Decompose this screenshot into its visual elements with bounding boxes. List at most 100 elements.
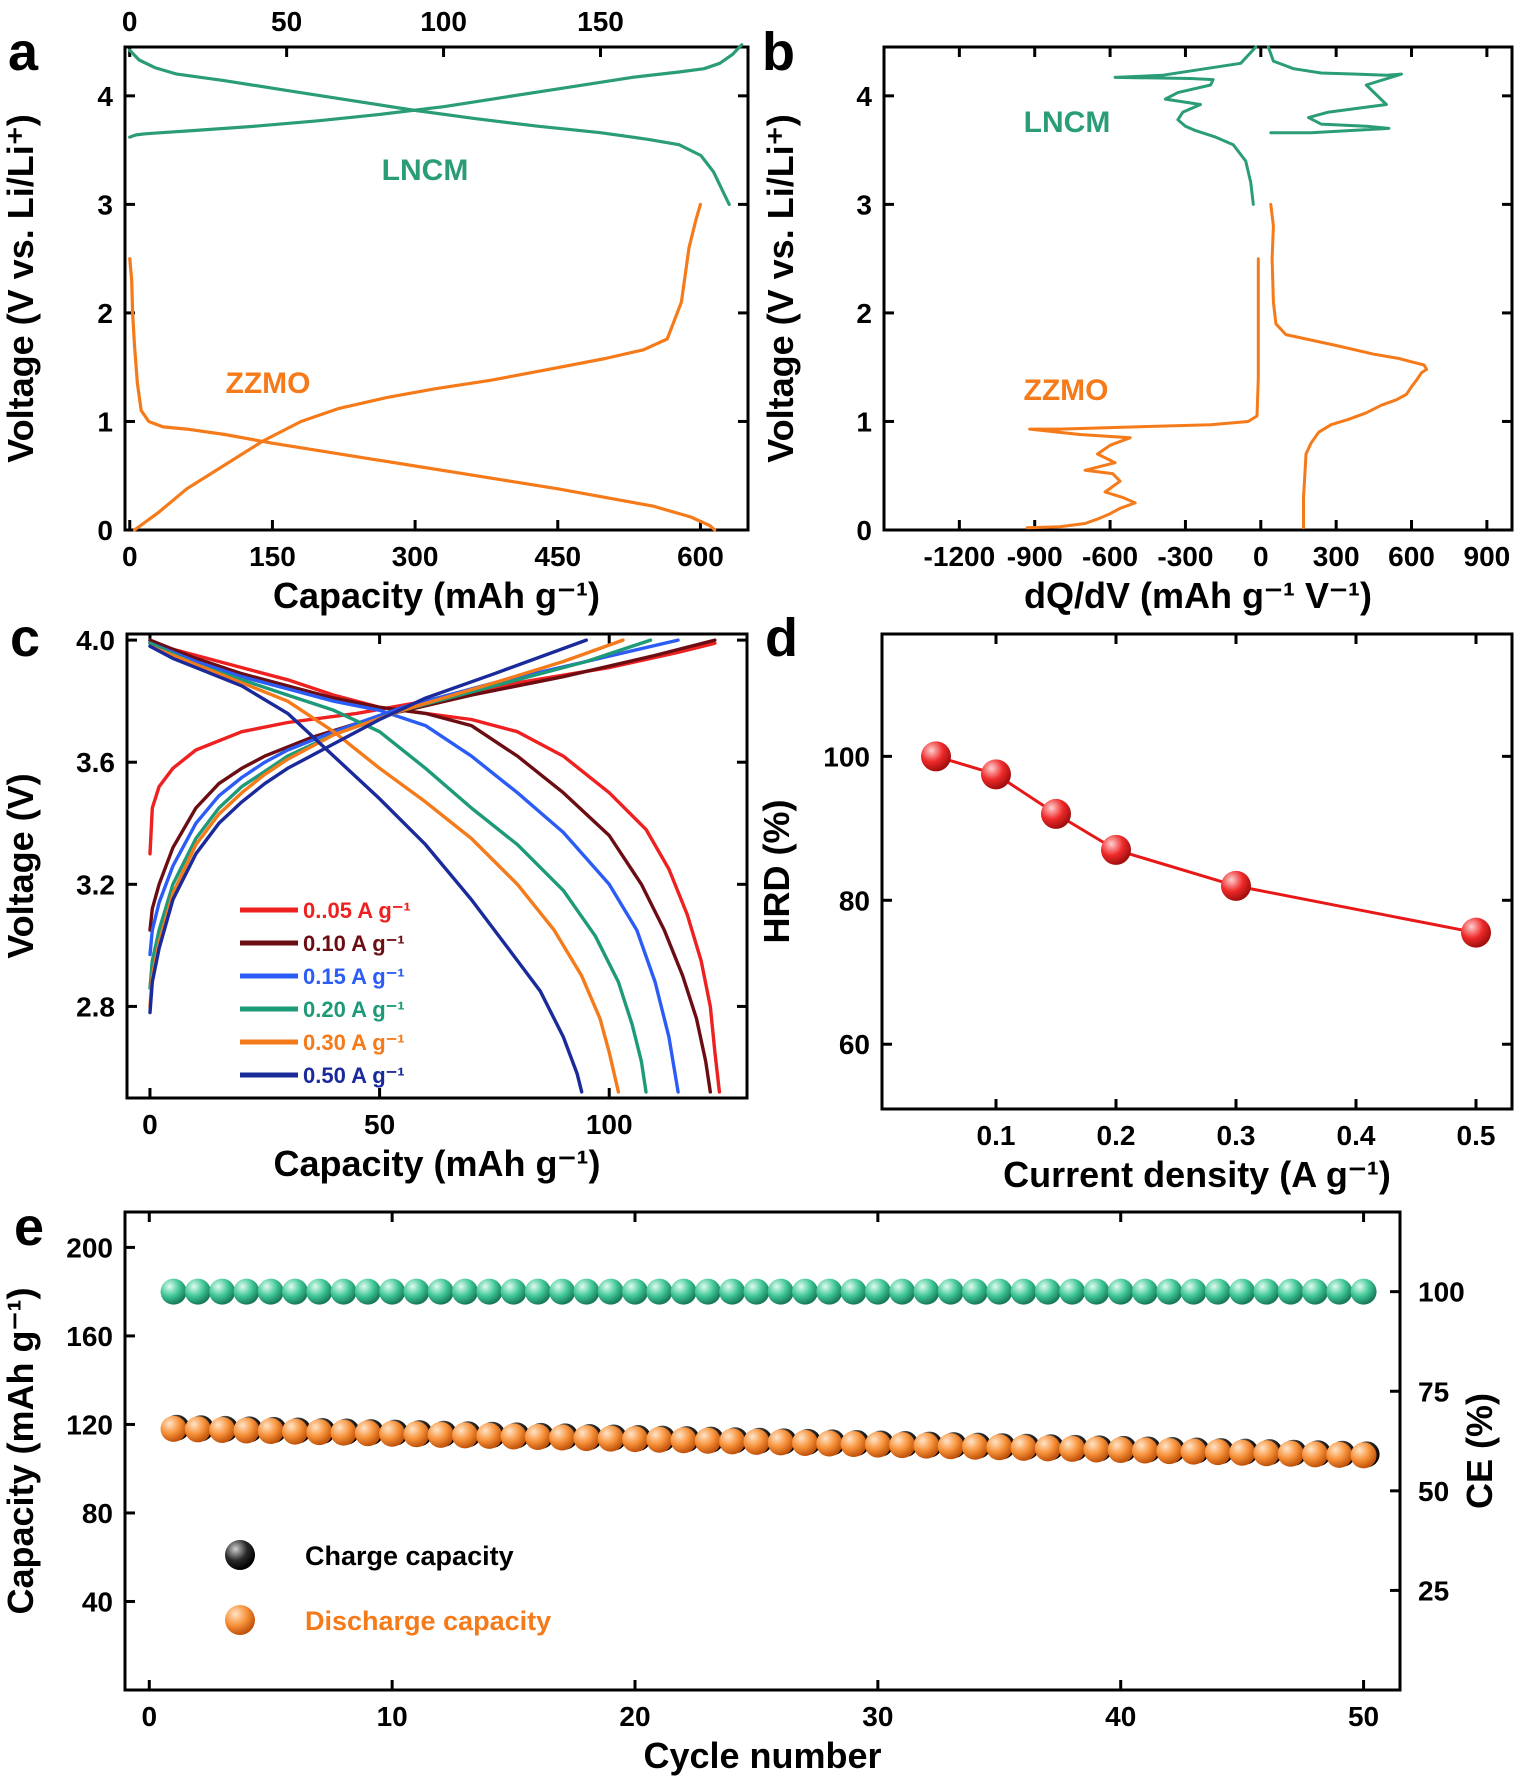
discharge-point <box>1107 1437 1134 1464</box>
discharge-point <box>1156 1438 1183 1465</box>
top-tick-label: 50 <box>271 6 302 37</box>
ce-point <box>257 1278 284 1305</box>
x-tick-label: 0 <box>122 541 138 572</box>
ce-point <box>743 1278 770 1305</box>
right-tick-label: 100 <box>1418 1277 1465 1308</box>
ce-point <box>184 1278 211 1305</box>
y-axis-title: Voltage (V vs. Li/Li⁺) <box>760 114 801 462</box>
ce-point <box>1156 1278 1183 1305</box>
discharge-point <box>1253 1440 1280 1467</box>
x-tick-label: 0.3 <box>1217 1120 1256 1151</box>
panel-a-chart: 0 150 300 450 600 0 1 2 3 4 Capacity (mAh g⁻¹) Volt… <box>0 6 750 616</box>
top-tick-label: 0 <box>122 6 138 37</box>
discharge-point <box>816 1430 843 1457</box>
y-tick-label: 4.0 <box>76 625 115 656</box>
x-tick-label: 10 <box>377 1701 408 1732</box>
series-discharge-line <box>148 638 712 1094</box>
y-tick-label: 2 <box>856 298 872 329</box>
discharge-point <box>792 1429 818 1456</box>
legend-charge-label: Charge capacity <box>305 1541 514 1571</box>
ce-point <box>1253 1278 1280 1305</box>
ce-point <box>524 1278 551 1305</box>
x-tick-label: 0 <box>141 1701 157 1732</box>
x-tick-label: 900 <box>1464 541 1511 572</box>
y-tick-label: 2.8 <box>76 991 115 1022</box>
series-line-zzmo-discharge <box>1025 257 1260 530</box>
right-tick-label: 25 <box>1418 1575 1449 1606</box>
discharge-point <box>379 1420 406 1447</box>
ce-point <box>1326 1278 1353 1305</box>
discharge-point <box>524 1423 551 1450</box>
x-tick-label: 20 <box>619 1701 650 1732</box>
ce-point <box>1302 1278 1328 1305</box>
x-axis-title: dQ/dV (mAh g⁻¹ V⁻¹) <box>1024 575 1372 616</box>
legend-label: 0.30 A g⁻¹ <box>303 1030 405 1055</box>
discharge-point <box>184 1416 211 1443</box>
legend-label: 0..05 A g⁻¹ <box>303 898 411 923</box>
discharge-point <box>694 1427 721 1454</box>
plot-frame <box>880 632 1514 1111</box>
ce-point <box>330 1278 357 1305</box>
label-lncm: LNCM <box>382 154 469 187</box>
legend-charge-marker <box>225 1540 255 1570</box>
x-tick-label: -600 <box>1082 541 1138 572</box>
series-line-hrd <box>934 754 1478 935</box>
series-line-lncm-charge <box>1266 45 1403 135</box>
top-tick-label: 150 <box>577 6 624 37</box>
x-tick-label: 0.2 <box>1097 1120 1136 1151</box>
data-point <box>981 759 1011 790</box>
ce-point <box>1180 1278 1207 1305</box>
discharge-point <box>403 1421 430 1448</box>
ce-point <box>549 1278 576 1305</box>
x-tick-label: -1200 <box>924 541 996 572</box>
ce-point <box>1132 1278 1158 1305</box>
discharge-point <box>962 1433 988 1460</box>
discharge-point <box>1180 1438 1207 1465</box>
panel-label-b: b <box>762 22 795 82</box>
discharge-point <box>1204 1439 1231 1466</box>
panel-label-e: e <box>14 1197 44 1257</box>
series-line-lncm-discharge <box>1113 45 1258 206</box>
x-tick-label: 0.5 <box>1457 1120 1496 1151</box>
discharge-point <box>1059 1435 1086 1462</box>
discharge-point <box>427 1421 454 1448</box>
discharge-point <box>864 1431 891 1458</box>
series-charge-line <box>148 638 653 990</box>
x-tick-label: 450 <box>534 541 581 572</box>
panel-e-chart: 0 10 20 30 40 50 40 80 120 160 200 Cycle number Capa… <box>0 1210 1500 1776</box>
y-tick-label: 200 <box>66 1232 113 1263</box>
discharge-point <box>767 1429 794 1456</box>
ce-point <box>767 1278 794 1305</box>
plot-frame <box>123 45 750 532</box>
y-axis-title: Voltage (V) <box>0 773 41 958</box>
series-discharge-line <box>148 641 722 1094</box>
x-tick-label: -900 <box>1007 541 1063 572</box>
x-tick-label: 300 <box>392 541 439 572</box>
discharge-point <box>573 1425 600 1452</box>
legend-discharge-marker <box>225 1605 255 1635</box>
discharge-point <box>330 1419 357 1446</box>
series-line-lncm-discharge <box>128 48 731 206</box>
ce-point <box>646 1278 673 1305</box>
right-axis-title: CE (%) <box>1459 1393 1500 1509</box>
plot-frame <box>123 1210 1402 1692</box>
ce-point <box>1083 1278 1110 1305</box>
y-tick-label: 3.6 <box>76 747 115 778</box>
y-tick-label: 3 <box>856 189 872 220</box>
y-tick-label: 0 <box>97 515 113 546</box>
discharge-point <box>719 1428 746 1455</box>
discharge-point <box>209 1416 236 1443</box>
plot-frame <box>125 632 749 1100</box>
y-tick-label: 4 <box>856 81 872 112</box>
legend-label: 0.15 A g⁻¹ <box>303 964 405 989</box>
series-discharge-line <box>148 641 648 1094</box>
data-point <box>1461 917 1491 948</box>
discharge-point <box>160 1415 187 1442</box>
panel-label-d: d <box>765 608 798 668</box>
panel-d-chart: 0.1 0.2 0.3 0.4 0.5 60 80 100 Current density (A… <box>756 632 1514 1195</box>
legend-discharge-label: Discharge capacity <box>305 1606 551 1636</box>
discharge-point <box>670 1427 697 1454</box>
series-charge-line <box>148 638 717 932</box>
ce-point <box>160 1278 187 1305</box>
